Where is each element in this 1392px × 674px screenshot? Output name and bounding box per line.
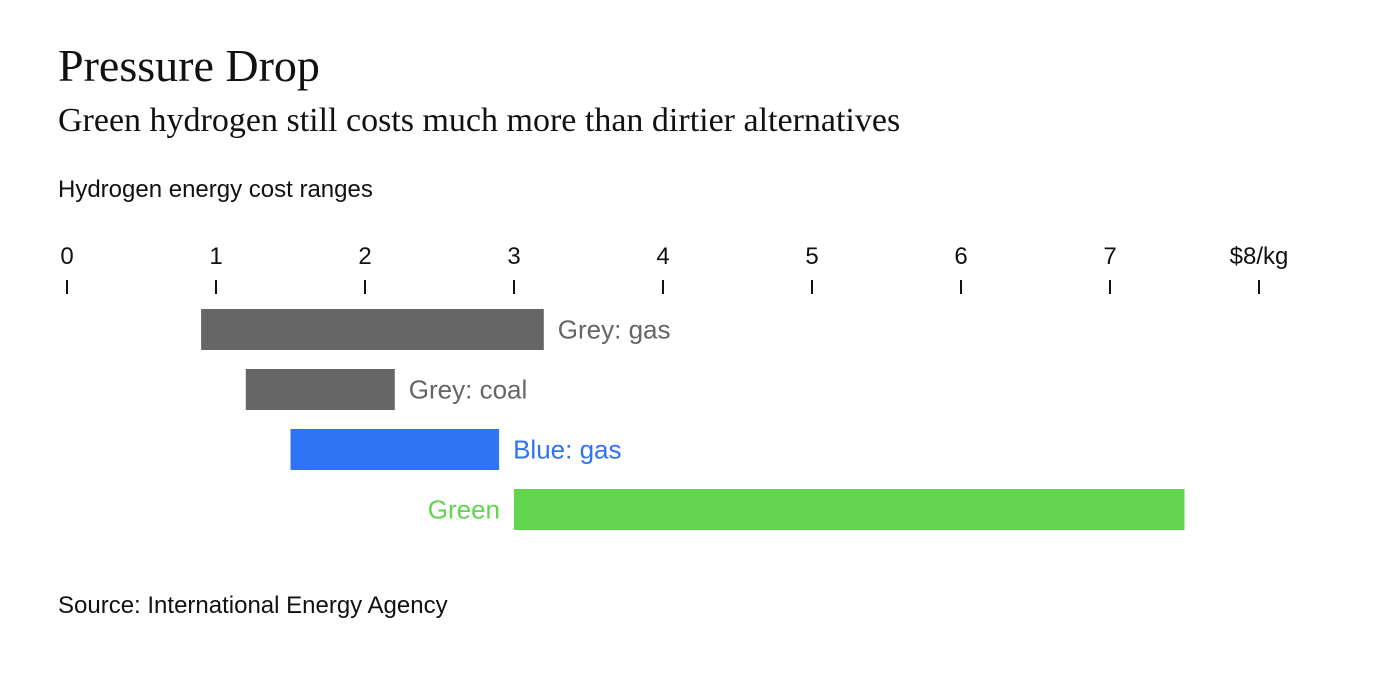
axis-tick-label: 3 — [507, 243, 520, 270]
range-bar — [201, 309, 544, 350]
axis-tick-label: 1 — [209, 243, 222, 270]
axis-tick-label: 5 — [805, 243, 818, 270]
range-bar — [514, 489, 1185, 530]
chart-subtitle: Green hydrogen still costs much more tha… — [58, 102, 901, 139]
axis-tick-label: 7 — [1103, 243, 1116, 270]
chart-title: Pressure Drop — [58, 40, 320, 91]
axis-tick-label: 4 — [656, 243, 669, 270]
chart-description-label: Hydrogen energy cost ranges — [58, 176, 373, 203]
bar-label: Grey: gas — [558, 315, 671, 345]
axis-tick-label: $8/kg — [1230, 243, 1289, 270]
axis-tick-label: 6 — [954, 243, 967, 270]
axis-tick-label: 2 — [358, 243, 371, 270]
bar-label: Blue: gas — [513, 435, 621, 465]
range-bar — [245, 369, 395, 410]
source-note: Source: International Energy Agency — [58, 592, 448, 619]
bar-label: Green — [428, 495, 500, 525]
range-bar — [290, 429, 500, 470]
bar-label: Grey: coal — [409, 375, 528, 405]
axis-tick-label: 0 — [60, 243, 73, 270]
